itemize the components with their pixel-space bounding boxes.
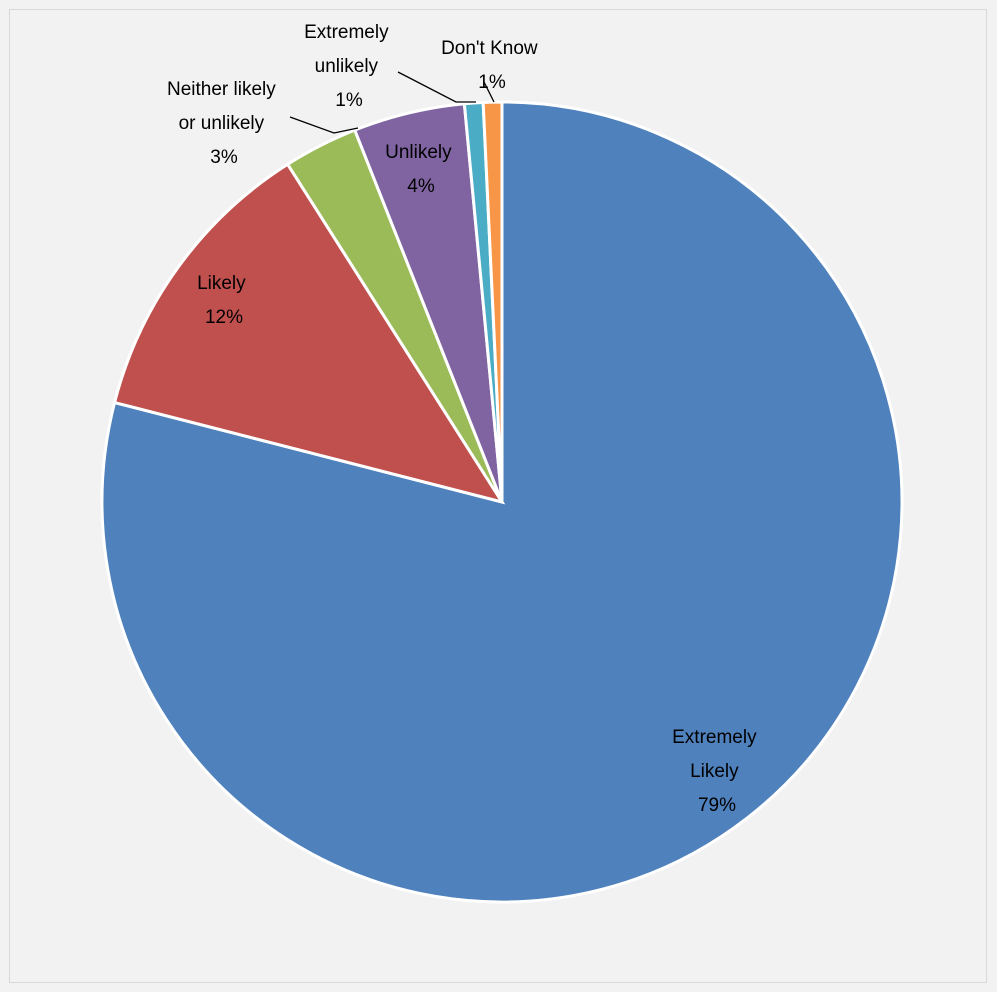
data-label-extremely-unlikely: Extremely unlikely 1%	[304, 22, 394, 111]
leader-line-dont-know	[483, 81, 495, 103]
pie-slice-likely	[112, 162, 506, 505]
leader-lines	[289, 71, 495, 134]
data-label-dont-know: Don't Know 1%	[441, 38, 543, 93]
pie-slices	[100, 100, 904, 904]
leader-line-neither	[289, 116, 359, 134]
data-label-extremely-likely: Extremely Likely 79%	[672, 727, 762, 816]
data-label-likely: Likely 12%	[197, 273, 251, 328]
leader-line-extremely-unlikely	[397, 71, 476, 103]
data-label-unlikely: Unlikely 4%	[385, 142, 457, 197]
data-label-neither: Neither likely or unlikely 3%	[167, 79, 281, 168]
pie-slice-don-t-know	[481, 100, 504, 503]
